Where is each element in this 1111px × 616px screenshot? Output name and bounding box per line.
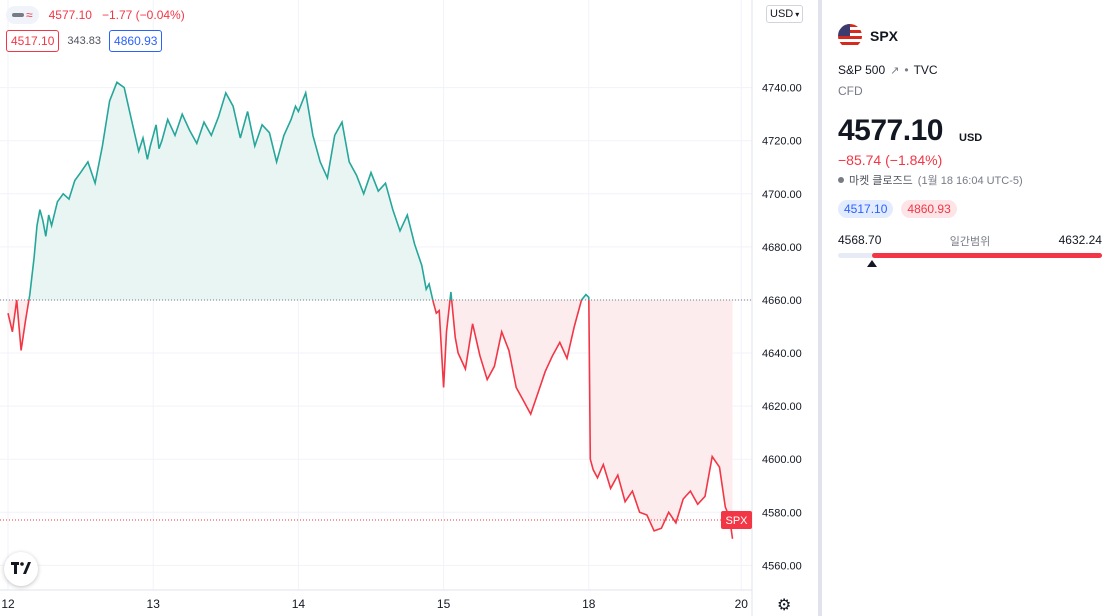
- bid-badge[interactable]: 4517.10: [6, 30, 60, 52]
- current-price-marker-icon: [867, 260, 878, 267]
- ask-pill: 4860.93: [901, 200, 957, 218]
- bid-ask-pills: 4517.10 4860.93: [838, 200, 957, 218]
- minus-icon: [12, 13, 24, 17]
- x-tick-label: 13: [147, 597, 161, 611]
- chevron-down-icon: ▾: [795, 9, 800, 19]
- tv-logo-icon: [11, 561, 31, 578]
- daily-range-bar: [838, 253, 1102, 258]
- y-tick-label: 4680.00: [762, 242, 802, 254]
- chart-pane[interactable]: 4560.00 4580.00 4600.00 4620.00 4640.00 4660.…: [0, 0, 818, 616]
- price-change: −85.74 (−1.84%): [838, 152, 943, 168]
- last-price-tag-label: SPX: [725, 515, 748, 527]
- tradingview-logo[interactable]: [4, 552, 38, 586]
- currency-label: USD: [770, 8, 794, 20]
- y-tick-label: 4700.00: [762, 189, 802, 201]
- y-tick-label: 4640.00: [762, 348, 802, 360]
- external-link-icon[interactable]: ↗: [890, 64, 900, 77]
- spread-value: 343.83: [67, 35, 102, 47]
- area-fill-down: [8, 299, 733, 539]
- status-dot-icon: [838, 177, 844, 183]
- y-tick-label: 4720.00: [762, 136, 802, 148]
- exchange-name[interactable]: TVC: [913, 63, 938, 77]
- last-price-tag: SPX: [721, 510, 752, 529]
- chart-legend: ≈ 4577.10 −1.77 (−0.04%): [6, 6, 185, 24]
- series-line-down: [7, 299, 734, 539]
- daily-range-labels: 4568.70 일간범위 4632.24: [838, 233, 1102, 249]
- series-line-up: [15, 81, 590, 300]
- symbol-description[interactable]: S&P 500: [838, 63, 886, 77]
- bid-pill: 4517.10: [838, 200, 894, 218]
- range-high: 4632.24: [1058, 233, 1102, 247]
- currency-select[interactable]: USD ▾: [766, 5, 804, 23]
- legend-toggle[interactable]: ≈: [6, 6, 39, 24]
- market-status: 마켓 클로즈드 (1월 18 16:04 UTC-5): [838, 172, 1023, 188]
- x-tick-label: 12: [1, 597, 15, 611]
- instrument-type: CFD: [838, 84, 863, 98]
- bullet-separator: •: [904, 63, 909, 77]
- daily-range-fill: [872, 253, 1102, 258]
- range-label: 일간범위: [949, 236, 991, 248]
- us-flag-icon: [838, 24, 862, 48]
- area-fill-up: [8, 82, 733, 300]
- bid-ask-row: 4517.10 343.83 4860.93: [6, 30, 163, 52]
- last-price: 4577.10: [838, 114, 943, 147]
- market-status-text: 마켓 클로즈드: [849, 175, 913, 187]
- x-tick-label: 15: [437, 597, 451, 611]
- price-unit: USD: [959, 132, 983, 144]
- y-tick-label: 4600.00: [762, 454, 802, 466]
- symbol-details-panel: SPX S&P 500 ↗ • TVC CFD 4577.10 USD −85.…: [822, 0, 1111, 616]
- x-tick-label: 18: [582, 597, 596, 611]
- y-tick-label: 4620.00: [762, 401, 802, 413]
- y-tick-label: 4740.00: [762, 83, 802, 95]
- legend-price: 4577.10: [48, 8, 92, 22]
- gear-icon[interactable]: ⚙: [777, 597, 792, 614]
- y-tick-label: 4560.00: [762, 560, 802, 572]
- wave-icon: ≈: [26, 8, 33, 22]
- legend-change: −1.77 (−0.04%): [101, 8, 185, 22]
- price-chart[interactable]: 4560.00 4580.00 4600.00 4620.00 4640.00 4660.…: [0, 0, 818, 616]
- symbol-name: SPX: [870, 28, 899, 44]
- x-tick-label: 20: [735, 597, 749, 611]
- y-tick-label: 4580.00: [762, 507, 802, 519]
- y-tick-label: 4660.00: [762, 295, 802, 307]
- pane-divider[interactable]: [818, 0, 822, 616]
- symbol-header[interactable]: SPX: [838, 24, 898, 48]
- symbol-description-row: S&P 500 ↗ • TVC: [838, 63, 938, 77]
- range-low: 4568.70: [838, 233, 882, 247]
- market-status-time: (1월 18 16:04 UTC-5): [917, 175, 1023, 187]
- x-tick-label: 14: [292, 597, 306, 611]
- ask-badge[interactable]: 4860.93: [109, 30, 163, 52]
